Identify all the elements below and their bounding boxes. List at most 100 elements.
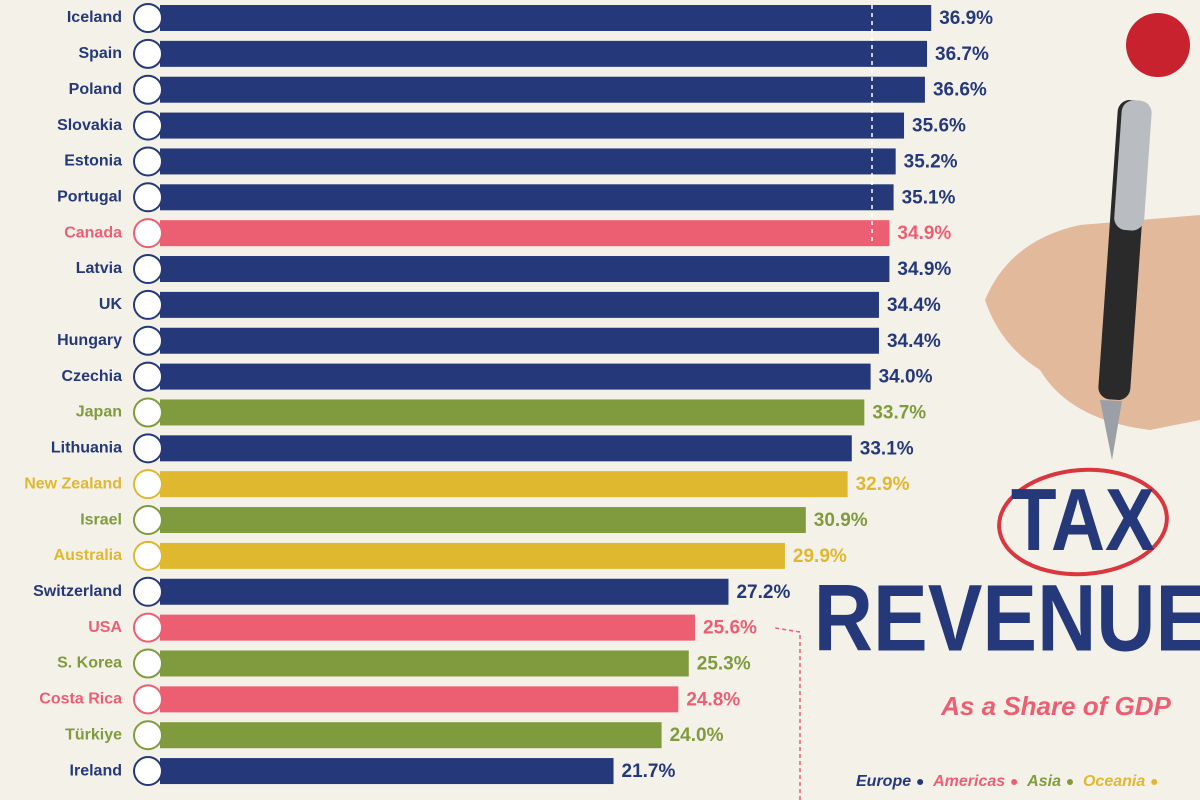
bar [160, 758, 614, 785]
flag [133, 433, 163, 464]
flag [133, 182, 163, 213]
bar [160, 650, 689, 677]
category-label: Costa Rica [39, 691, 122, 708]
subtitle: As a Share of GDP [940, 691, 1171, 721]
category-label: Czechia [62, 368, 123, 385]
title: TAX [1011, 472, 1155, 570]
value-label: 21.7% [622, 761, 676, 782]
category-label: UK [99, 296, 123, 313]
flag [133, 576, 163, 607]
value-label: 34.9% [897, 259, 951, 280]
legend-label: Oceania [1083, 773, 1145, 790]
category-label: Ireland [70, 762, 122, 779]
flag [133, 218, 163, 249]
category-label: Poland [69, 81, 122, 98]
category-label: Lithuania [51, 440, 122, 457]
title-line-2: REVENUE [814, 565, 1200, 671]
flag [133, 38, 163, 69]
category-label: Portugal [57, 189, 122, 206]
category-label: Israel [80, 511, 122, 528]
category-label: Switzerland [33, 583, 122, 600]
value-label: 36.6% [933, 80, 987, 101]
flag [133, 720, 163, 751]
value-label: 29.9% [793, 546, 847, 567]
flag [133, 325, 163, 356]
category-label: USA [88, 619, 122, 636]
bar [160, 578, 729, 605]
title-circle [997, 467, 1169, 577]
value-label: 24.0% [670, 725, 724, 746]
value-label: 25.6% [703, 618, 757, 639]
bar [160, 399, 865, 426]
value-label: 35.1% [902, 187, 956, 208]
flag [133, 289, 163, 320]
legend-swatch [1151, 779, 1158, 785]
value-label: 35.6% [912, 116, 966, 137]
category-label: Spain [78, 45, 122, 62]
flag [133, 254, 163, 285]
category-label: New Zealand [24, 475, 122, 492]
flag [133, 146, 163, 177]
flag [133, 648, 163, 679]
bar [160, 291, 879, 318]
bar [160, 256, 890, 283]
legend-swatch [1066, 779, 1073, 785]
bar [160, 542, 785, 569]
category-label: Japan [76, 404, 122, 421]
category-label: Slovakia [57, 117, 122, 134]
value-label: 27.2% [736, 582, 790, 603]
category-label: Iceland [67, 9, 122, 26]
flag [133, 3, 163, 33]
value-label: 34.4% [887, 295, 941, 316]
flag [133, 397, 163, 428]
value-label: 25.3% [697, 653, 751, 674]
legend-swatch [917, 779, 924, 785]
bar [160, 435, 852, 462]
value-label: 30.9% [814, 510, 868, 531]
value-label: 34.0% [879, 367, 933, 388]
bar [160, 184, 894, 211]
bar [160, 76, 925, 103]
value-label: 35.2% [904, 151, 958, 172]
bar [160, 220, 890, 247]
bar [160, 363, 871, 390]
category-label: S. Korea [57, 655, 122, 672]
bar [160, 40, 928, 67]
category-label: Canada [64, 224, 122, 241]
bar [160, 471, 848, 498]
value-label: 24.8% [686, 689, 740, 710]
value-label: 34.9% [897, 223, 951, 244]
value-label: 34.4% [887, 331, 941, 352]
category-label: Hungary [57, 332, 122, 349]
value-label: 33.1% [860, 438, 914, 459]
category-label: Estonia [64, 153, 122, 170]
flag [133, 361, 163, 392]
value-label: 33.7% [872, 402, 926, 423]
legend-label: Asia [1026, 773, 1061, 790]
bar [160, 722, 662, 749]
flag [133, 756, 163, 787]
value-label: 32.9% [856, 474, 910, 495]
value-label: 36.9% [939, 8, 993, 29]
category-label: Türkiye [65, 726, 122, 743]
flag [133, 540, 163, 571]
bar [160, 112, 905, 139]
bar [160, 5, 932, 31]
legend: Europe Americas Asia Oceania [856, 773, 1158, 790]
flag [133, 110, 163, 141]
flag [133, 469, 163, 500]
legend-swatch [1011, 779, 1018, 785]
bar [160, 686, 679, 713]
bar [160, 148, 896, 175]
category-label: Latvia [76, 260, 122, 277]
flag [133, 684, 163, 715]
pen-illustration [985, 100, 1200, 460]
arrow [774, 627, 801, 800]
category-label: Australia [54, 547, 123, 564]
bar [160, 327, 879, 354]
flag [133, 612, 163, 643]
bar [160, 507, 806, 534]
logo [1126, 13, 1190, 77]
